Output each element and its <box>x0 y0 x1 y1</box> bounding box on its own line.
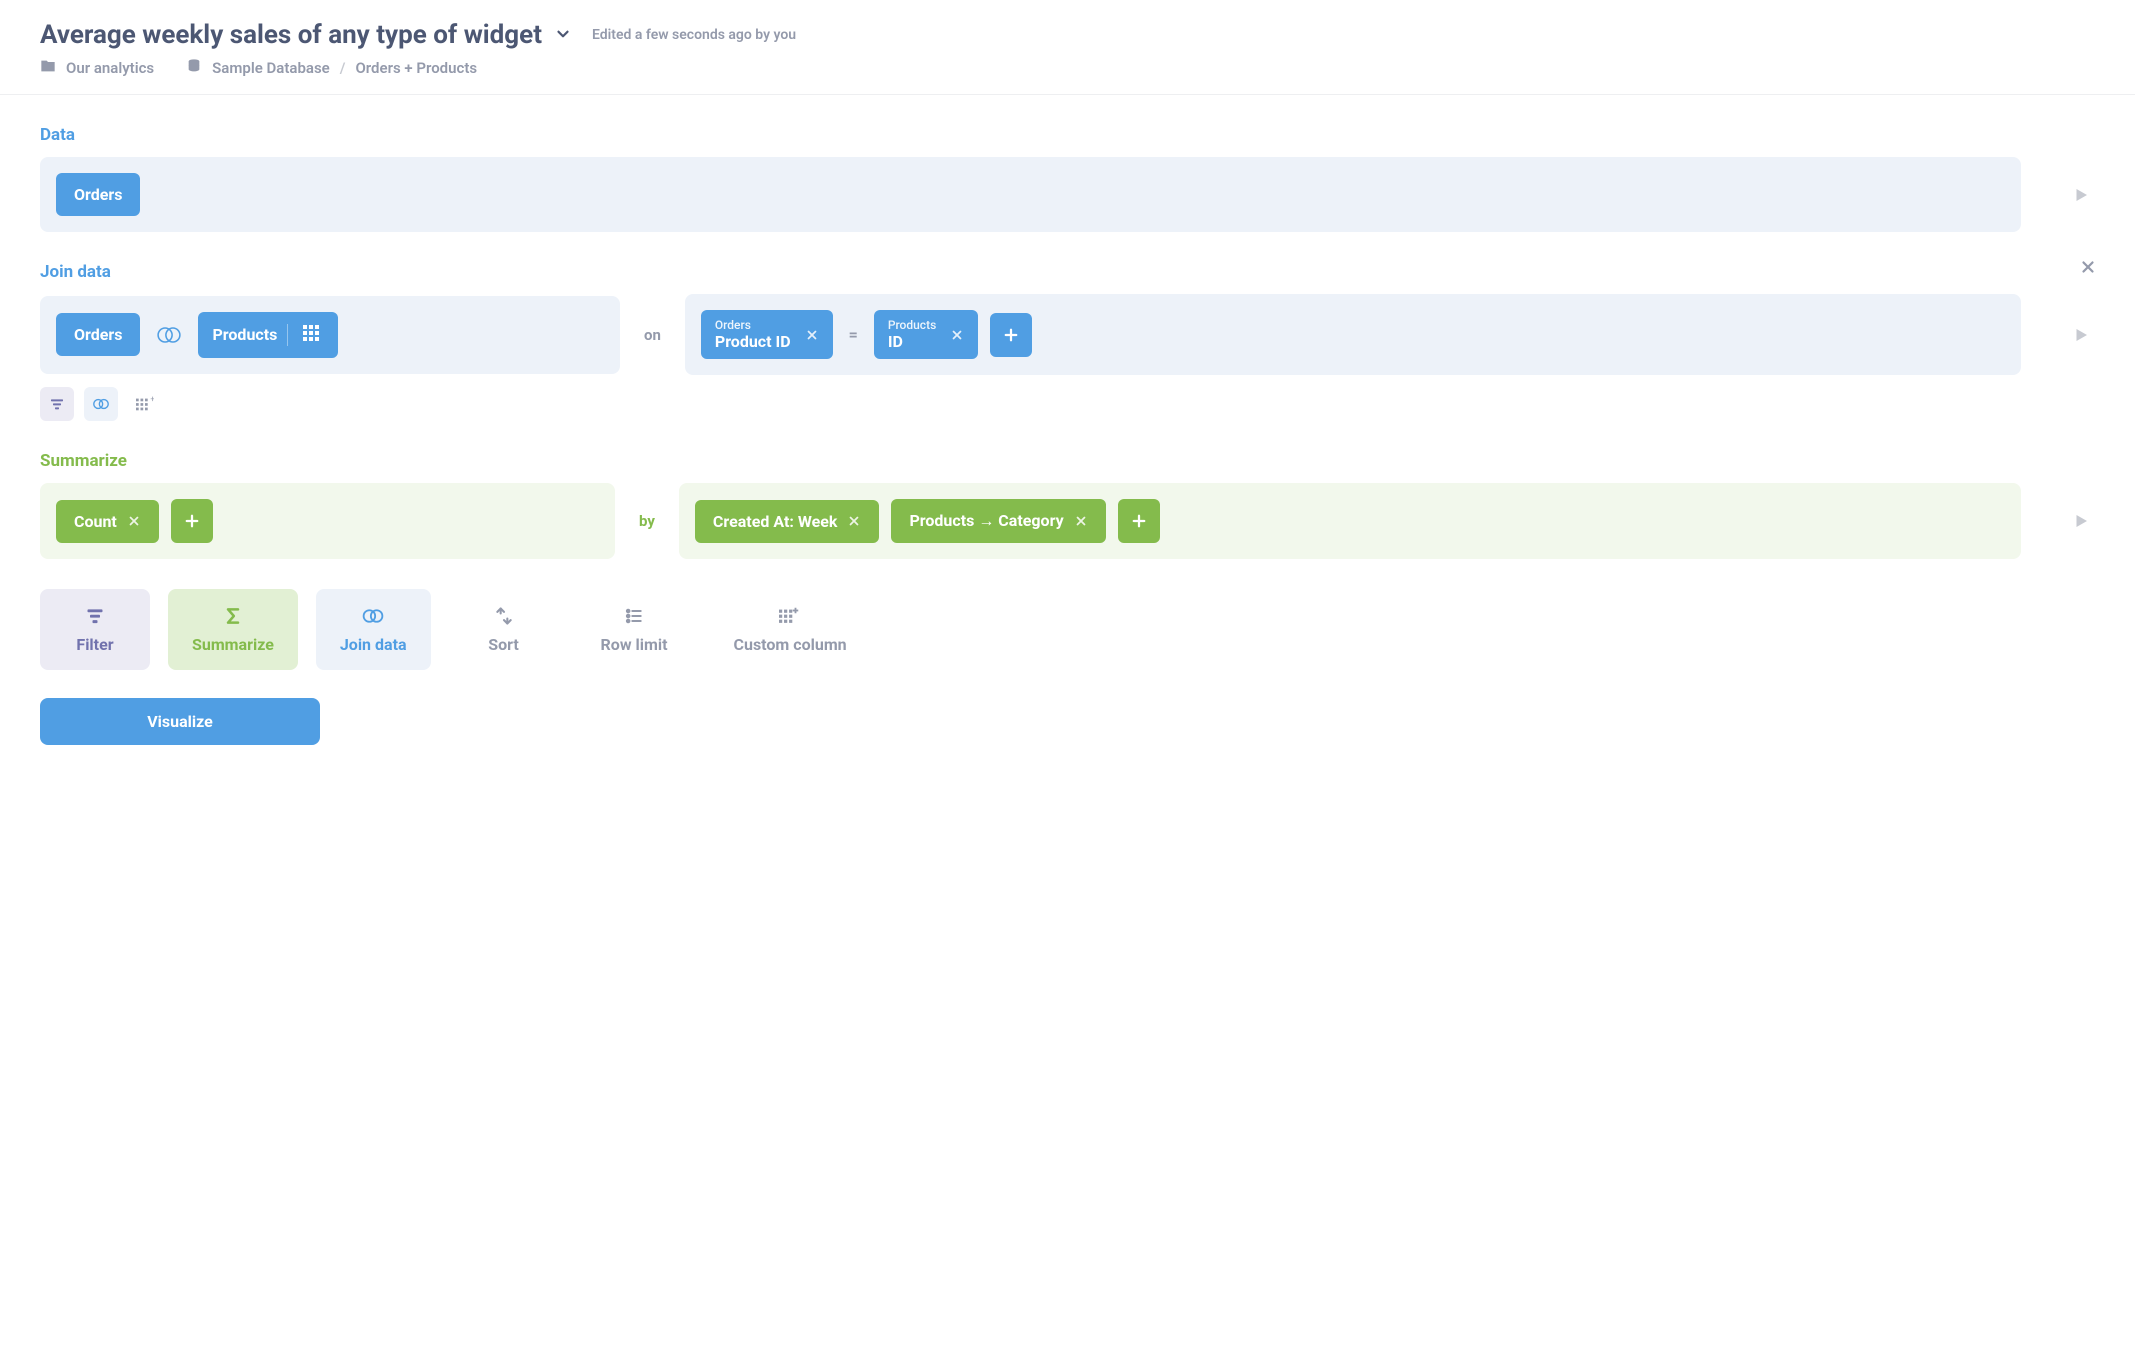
svg-text:+: + <box>150 395 154 403</box>
join-button[interactable]: Join data <box>316 589 431 670</box>
join-left-label: Orders <box>74 325 122 344</box>
data-source-label: Orders <box>74 185 122 204</box>
mini-custom-column-icon[interactable]: + <box>128 387 162 421</box>
join-type-icon[interactable] <box>152 318 186 352</box>
visualize-label: Visualize <box>147 712 213 731</box>
breadcrumb: Our analytics Sample Database / Orders +… <box>40 58 2095 78</box>
remove-right-col-icon[interactable] <box>950 328 964 342</box>
filter-icon <box>85 605 105 627</box>
grid-plus-icon <box>779 605 801 627</box>
join-on-label: on <box>636 326 669 344</box>
join-mini-tools: + <box>40 387 2095 421</box>
join-condition-panel: Orders Product ID = Products ID <box>685 294 2021 375</box>
breakout-panel: Created At: Week Products → Category <box>679 483 2021 559</box>
edited-info: Edited a few seconds ago by you <box>592 27 796 43</box>
filter-label: Filter <box>76 635 113 654</box>
sigma-icon <box>223 605 243 627</box>
aggregation-chip[interactable]: Count <box>56 500 159 543</box>
equals-label: = <box>845 325 862 344</box>
chevron-down-icon[interactable] <box>554 20 572 50</box>
aggregation-panel: Count <box>40 483 615 559</box>
mini-filter-icon[interactable] <box>40 387 74 421</box>
database-icon <box>186 58 202 78</box>
run-summarize-icon[interactable] <box>2067 507 2095 535</box>
join-right-chip[interactable]: Products <box>198 312 338 358</box>
custom-column-label: Custom column <box>734 635 847 654</box>
breadcrumb-sep: / <box>340 59 346 77</box>
join-left-chip[interactable]: Orders <box>56 313 140 356</box>
join-section-title: Join data <box>40 262 2095 282</box>
join-left-column[interactable]: Orders Product ID <box>701 310 833 359</box>
list-icon <box>624 605 644 627</box>
summarize-section-title: Summarize <box>40 451 2095 471</box>
remove-left-col-icon[interactable] <box>805 328 819 342</box>
join-left-col-name: Product ID <box>715 332 791 351</box>
header-divider <box>0 94 2135 95</box>
remove-aggregation-icon[interactable] <box>127 514 141 528</box>
breakout-label-2: Products → Category <box>909 511 1063 531</box>
data-panel: Orders <box>40 157 2021 232</box>
by-label: by <box>631 512 663 530</box>
data-source-chip[interactable]: Orders <box>56 173 140 216</box>
run-data-icon[interactable] <box>2067 181 2095 209</box>
add-aggregation-button[interactable] <box>171 499 213 543</box>
add-breakout-button[interactable] <box>1118 499 1160 543</box>
visualize-button[interactable]: Visualize <box>40 698 320 745</box>
join-columns-icon[interactable] <box>287 324 320 346</box>
join-icon <box>360 605 386 627</box>
title-text: Average weekly sales of any type of widg… <box>40 20 542 50</box>
join-left-col-table: Orders <box>715 318 791 332</box>
filter-button[interactable]: Filter <box>40 589 150 670</box>
join-right-col-table: Products <box>888 318 936 332</box>
breadcrumb-database[interactable]: Sample Database <box>212 59 330 77</box>
join-right-label: Products <box>212 325 277 344</box>
add-join-condition-button[interactable] <box>990 313 1032 357</box>
aggregation-label: Count <box>74 512 117 531</box>
action-row: Filter Summarize Join data Sort Row limi… <box>40 589 2095 670</box>
summarize-button[interactable]: Summarize <box>168 589 298 670</box>
folder-icon <box>40 58 56 78</box>
remove-join-icon[interactable] <box>2079 258 2097 280</box>
breadcrumb-table[interactable]: Orders + Products <box>355 59 477 77</box>
breakout-label-1: Created At: Week <box>713 512 838 531</box>
remove-breakout-1-icon[interactable] <box>847 514 861 528</box>
sort-button[interactable]: Sort <box>449 589 559 670</box>
data-section-title: Data <box>40 125 2095 145</box>
breakout-chip-2[interactable]: Products → Category <box>891 499 1105 543</box>
row-limit-label: Row limit <box>601 635 668 654</box>
page-title[interactable]: Average weekly sales of any type of widg… <box>40 20 572 50</box>
run-join-icon[interactable] <box>2067 321 2095 349</box>
custom-column-button[interactable]: Custom column <box>710 589 871 670</box>
breadcrumb-collection[interactable]: Our analytics <box>66 59 154 77</box>
sort-icon <box>494 605 514 627</box>
join-right-column[interactable]: Products ID <box>874 310 978 359</box>
breakout-chip-1[interactable]: Created At: Week <box>695 500 880 543</box>
remove-breakout-2-icon[interactable] <box>1074 514 1088 528</box>
summarize-label: Summarize <box>192 635 274 654</box>
row-limit-button[interactable]: Row limit <box>577 589 692 670</box>
join-label: Join data <box>340 635 407 654</box>
join-right-col-name: ID <box>888 332 936 351</box>
sort-label: Sort <box>488 635 519 654</box>
mini-join-icon[interactable] <box>84 387 118 421</box>
join-left-panel: Orders Products <box>40 296 620 374</box>
